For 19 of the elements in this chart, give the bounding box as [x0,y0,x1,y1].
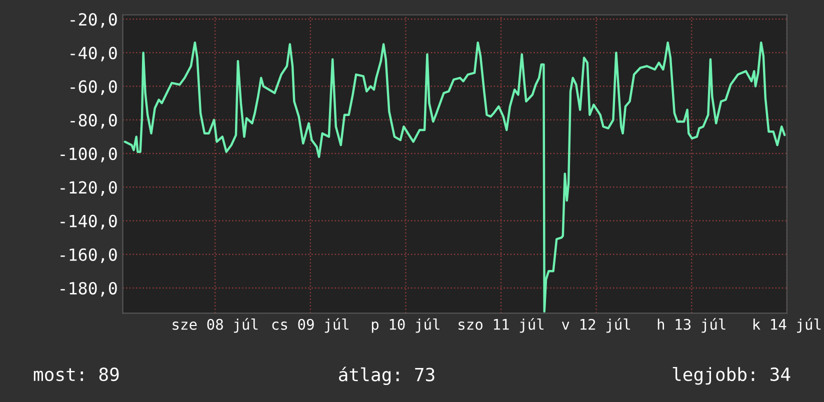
y-tick-label: -40,0 [70,46,117,62]
y-tick-label: -180,0 [60,282,117,297]
x-tick-label: szo 11 júl [458,318,544,333]
text: legjobb: 34 [672,367,790,385]
y-tick-label: -60,0 [70,80,117,96]
y-tick-label: -100,0 [60,148,117,162]
y-tick-label: -80,0 [70,114,117,129]
x-tick-label: sze 08 júl [172,318,258,333]
x-tick-label: v 12 júl [562,318,630,333]
x-tick-label: k 14 júl [753,318,821,333]
x-tick-label: cs 09 júl [272,318,348,333]
y-tick-label: -140,0 [60,214,117,230]
y-tick-label: -160,0 [60,248,117,264]
text: most: 89 [34,368,119,382]
y-tick-label: -120,0 [60,181,117,196]
x-tick-label: p 10 júl [372,318,440,333]
y-tick-label: -20,0 [70,13,117,28]
x-tick-label: h 13 júl [658,318,726,333]
text: átlag: 73 [339,366,434,386]
